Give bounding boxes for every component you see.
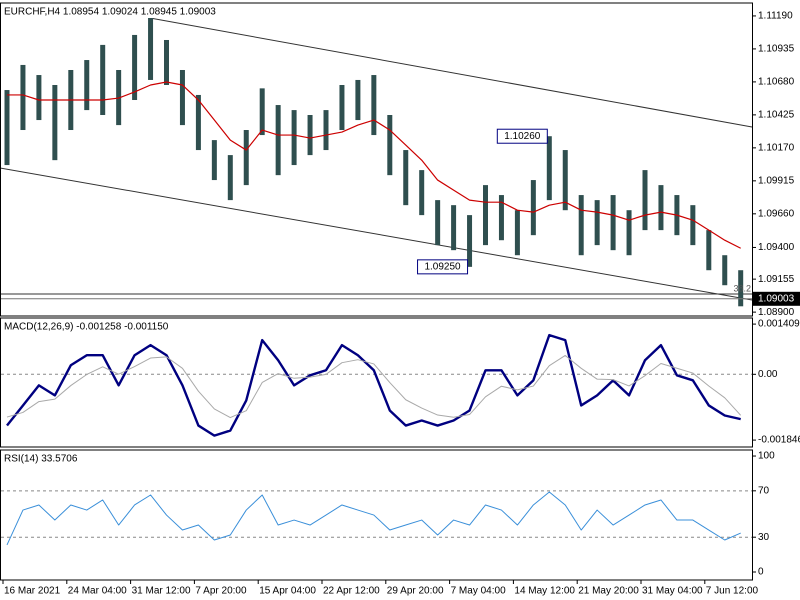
annotation-box bbox=[496, 128, 548, 144]
x-tick-label: 24 Mar 04:00 bbox=[68, 586, 127, 597]
fib-label: 38.2 bbox=[733, 283, 751, 293]
price-bar bbox=[307, 115, 313, 156]
price-bar bbox=[403, 150, 409, 206]
price-bar bbox=[658, 185, 664, 231]
x-tick-label: 31 May 04:00 bbox=[642, 586, 703, 597]
price-bar bbox=[243, 130, 249, 186]
price-bar bbox=[4, 90, 10, 166]
price-bar bbox=[100, 44, 106, 116]
price-bar bbox=[52, 85, 58, 161]
price-bar bbox=[259, 88, 265, 136]
y-tick-label: 0 bbox=[758, 567, 764, 578]
x-tick-label: 29 Apr 20:00 bbox=[387, 586, 444, 597]
price-bar bbox=[483, 185, 488, 246]
price-bar bbox=[371, 75, 377, 136]
title-bg bbox=[2, 320, 181, 333]
y-tick-label: 1.10170 bbox=[758, 143, 795, 154]
price-bar bbox=[20, 64, 26, 131]
y-tick-label: -0.001846 bbox=[758, 435, 800, 446]
price-bar bbox=[339, 85, 345, 131]
x-tick-label: 7 Jun 12:00 bbox=[706, 586, 759, 597]
price-bar bbox=[227, 155, 233, 201]
title-bg bbox=[2, 452, 83, 465]
y-tick-label: 0.001409 bbox=[758, 319, 800, 330]
price-bar bbox=[291, 110, 297, 166]
price-bar bbox=[451, 205, 457, 251]
channel-lower bbox=[0, 167, 753, 301]
price-bar bbox=[546, 136, 552, 201]
price-bar bbox=[419, 170, 425, 216]
price-bar bbox=[387, 115, 393, 176]
y-tick-label: 1.08900 bbox=[758, 307, 795, 318]
price-bar bbox=[179, 69, 185, 126]
x-tick-label: 22 Apr 12:00 bbox=[323, 586, 380, 597]
title-bg bbox=[2, 5, 229, 18]
y-tick-label: 100 bbox=[758, 451, 775, 462]
price-label: 1.09003 bbox=[758, 293, 795, 304]
price-bar bbox=[530, 180, 536, 236]
indicator-line bbox=[6, 491, 741, 546]
panel-frame bbox=[0, 317, 753, 448]
panel-title: MACD(12,26,9) -0.001258 -0.001150 bbox=[4, 322, 169, 333]
indicator-line bbox=[6, 354, 742, 419]
panel-frame bbox=[0, 2, 753, 317]
price-bar bbox=[36, 75, 42, 121]
annotation-box bbox=[417, 259, 469, 275]
x-tick-label: 31 Mar 12:00 bbox=[132, 586, 191, 597]
price-bar bbox=[578, 195, 584, 256]
panel-frame bbox=[0, 449, 753, 581]
price-bar bbox=[722, 255, 728, 286]
x-tick-label: 21 May 20:00 bbox=[578, 586, 639, 597]
price-bar bbox=[132, 34, 138, 101]
price-bar bbox=[195, 94, 201, 151]
price-bar bbox=[562, 150, 568, 211]
panel-title: EURCHF,H4 1.08954 1.09024 1.08945 1.0900… bbox=[4, 7, 216, 18]
price-bar bbox=[706, 230, 712, 271]
x-tick-label: 14 May 12:00 bbox=[514, 586, 575, 597]
y-tick-label: 1.10425 bbox=[758, 110, 795, 121]
price-bar bbox=[435, 200, 441, 246]
price-bar bbox=[148, 17, 154, 80]
y-tick-label: 1.09155 bbox=[758, 274, 795, 285]
price-bar bbox=[690, 205, 696, 246]
price-bar bbox=[164, 39, 169, 86]
price-bar bbox=[211, 140, 217, 181]
price-bar bbox=[610, 195, 616, 251]
annotation-label: 1.09250 bbox=[424, 261, 461, 272]
y-tick-label: 70 bbox=[758, 485, 770, 496]
y-tick-label: 30 bbox=[758, 532, 770, 543]
y-tick-label: 0.00 bbox=[758, 369, 778, 380]
price-bar bbox=[355, 79, 361, 121]
price-bar bbox=[275, 105, 281, 176]
x-tick-label: 7 Apr 20:00 bbox=[195, 586, 247, 597]
y-tick-label: 1.10935 bbox=[758, 44, 795, 55]
y-tick-label: 1.09660 bbox=[758, 208, 795, 219]
y-tick-label: 1.09915 bbox=[758, 175, 795, 186]
channel-upper bbox=[149, 17, 753, 128]
price-bar bbox=[626, 210, 632, 256]
y-tick-label: 1.09400 bbox=[758, 242, 795, 253]
indicator-line bbox=[6, 333, 741, 437]
moving-average bbox=[7, 81, 741, 249]
x-tick-label: 7 May 04:00 bbox=[451, 586, 506, 597]
price-bar bbox=[514, 210, 520, 256]
price-bar bbox=[738, 270, 744, 307]
panel-title: RSI(14) 33.5706 bbox=[4, 454, 78, 465]
y-tick-label: 1.11190 bbox=[758, 11, 793, 22]
y-tick-label: 1.10680 bbox=[758, 77, 795, 88]
price-bar bbox=[84, 60, 90, 111]
price-bar bbox=[498, 195, 504, 241]
x-tick-label: 15 Apr 04:00 bbox=[259, 586, 316, 597]
price-bar bbox=[594, 200, 600, 246]
price-bar bbox=[467, 215, 473, 267]
annotation-label: 1.10260 bbox=[504, 131, 541, 142]
price-box bbox=[752, 291, 800, 306]
price-bar bbox=[323, 110, 329, 151]
price-bar bbox=[642, 170, 648, 231]
x-tick-label: 16 Mar 2021 bbox=[4, 586, 61, 597]
